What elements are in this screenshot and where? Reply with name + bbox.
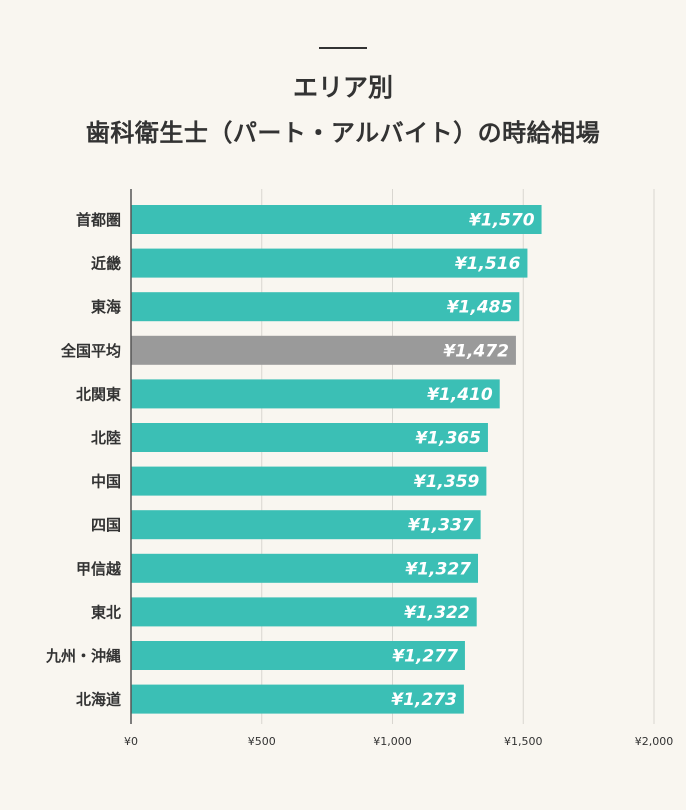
category-label: 東北 [91, 603, 121, 621]
category-label: 近畿 [91, 255, 121, 273]
bar-national-average [131, 335, 516, 365]
x-tick-label: ¥0 [124, 735, 138, 748]
bar-value-label: ¥1,277 [392, 647, 458, 667]
bars: ¥1,570 ¥1,516 ¥1,485 ¥1,472 ¥1,410 ¥1,365 ¥1,3… [131, 205, 542, 714]
bar [131, 684, 464, 714]
category-label: 北陸 [91, 429, 121, 447]
bar-value-label: ¥1,337 [408, 516, 474, 536]
x-tick-label: ¥1,500 [504, 735, 543, 748]
bar-value-label: ¥1,472 [443, 341, 509, 361]
category-label: 九州・沖縄 [45, 647, 121, 665]
category-label: 全国平均 [60, 342, 121, 360]
title-divider [319, 47, 367, 49]
bar-value-label: ¥1,327 [405, 559, 471, 579]
bar-value-label: ¥1,359 [414, 472, 480, 492]
x-tick-label: ¥2,000 [635, 735, 674, 748]
bar [131, 292, 520, 322]
category-label: 甲信越 [76, 560, 122, 578]
x-axis-ticks: ¥0 ¥500 ¥1,000 ¥1,500 ¥2,000 [124, 735, 673, 748]
bar [131, 423, 488, 452]
category-label: 東海 [91, 298, 121, 316]
bar-value-label: ¥1,273 [391, 690, 457, 710]
bar [131, 379, 500, 409]
bar-value-label: ¥1,410 [427, 385, 493, 405]
bar [131, 466, 487, 496]
bar [131, 510, 481, 540]
bar-value-label: ¥1,485 [447, 298, 513, 318]
chart-title-line-2: 歯科衛生士（パート・アルバイト）の時給相場 [85, 119, 601, 147]
x-tick-label: ¥500 [248, 735, 276, 748]
bar-value-label: ¥1,516 [455, 254, 521, 274]
bar [131, 248, 528, 278]
x-tick-label: ¥1,000 [373, 735, 412, 748]
bar-value-label: ¥1,570 [469, 211, 535, 231]
gridlines [261, 189, 655, 724]
bar [131, 205, 542, 234]
category-label: 北関東 [76, 385, 121, 403]
bar-value-label: ¥1,365 [415, 429, 481, 449]
bar [131, 597, 477, 627]
category-label: 首都圏 [76, 211, 121, 229]
bar [131, 553, 479, 583]
category-label: 中国 [91, 473, 121, 491]
chart-title-line-1: エリア別 [292, 73, 393, 102]
category-label: 北海道 [76, 691, 121, 709]
bar-value-label: ¥1,322 [404, 603, 470, 623]
bar [131, 641, 465, 670]
category-label: 四国 [91, 516, 121, 534]
